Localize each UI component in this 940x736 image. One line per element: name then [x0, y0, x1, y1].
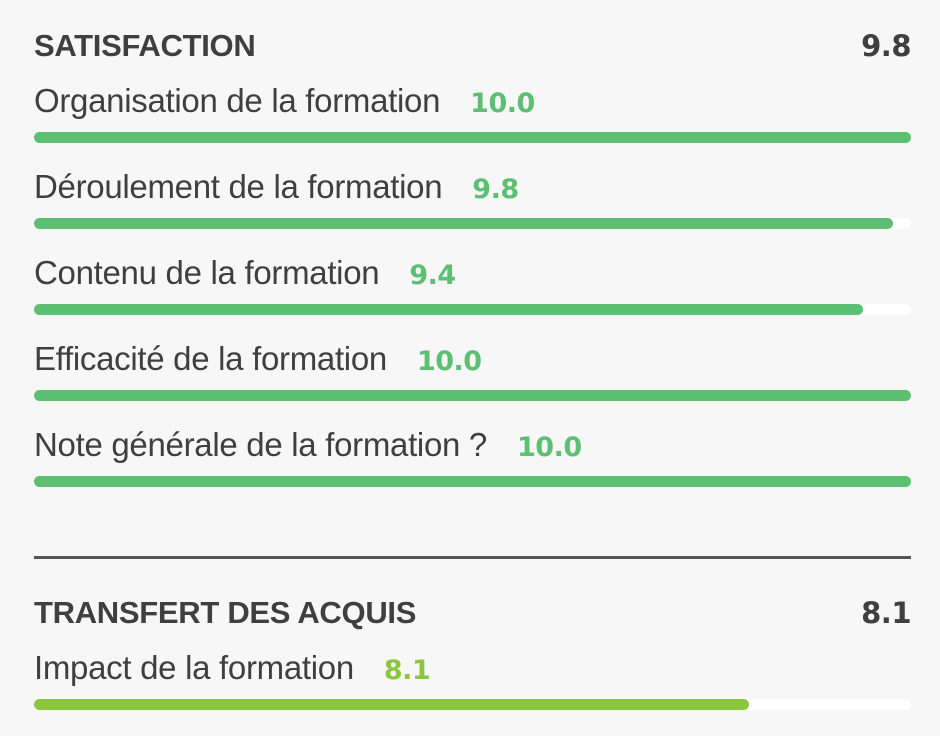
section-score: 9.8 — [861, 29, 911, 63]
rating-row: Contenu de la formation 9.4 — [34, 242, 911, 328]
progress-fill — [34, 304, 863, 315]
section-satisfaction: SATISFACTION 9.8 Organisation de la form… — [34, 22, 911, 500]
progress-track — [34, 476, 911, 487]
rating-row: Organisation de la formation 10.0 — [34, 70, 911, 156]
rating-label: Note générale de la formation ? — [34, 426, 487, 463]
section-score: 8.1 — [861, 596, 911, 630]
rating-value: 9.8 — [472, 174, 519, 205]
rating-label-group: Déroulement de la formation 9.8 — [34, 168, 519, 206]
rating-row: Impact de la formation 8.1 — [34, 637, 911, 723]
rating-row: Efficacité de la formation 10.0 — [34, 328, 911, 414]
section-header: TRANSFERT DES ACQUIS 8.1 — [34, 589, 911, 637]
rating-value: 8.1 — [383, 655, 431, 686]
rating-row: Note générale de la formation ? 10.0 — [34, 414, 911, 500]
rating-label: Contenu de la formation — [34, 254, 380, 291]
rating-label-group: Note générale de la formation ? 10.0 — [34, 426, 582, 464]
progress-track — [34, 304, 911, 315]
rating-value: 9.4 — [409, 260, 456, 291]
progress-fill — [34, 699, 749, 710]
section-divider — [34, 556, 911, 559]
rating-label-group: Impact de la formation 8.1 — [34, 649, 431, 687]
progress-track — [34, 132, 911, 143]
section-title: SATISFACTION — [34, 28, 256, 63]
rating-label: Déroulement de la formation — [34, 168, 443, 205]
rating-label-group: Organisation de la formation 10.0 — [34, 82, 535, 120]
rating-label-group: Contenu de la formation 9.4 — [34, 254, 456, 292]
rating-value: 10.0 — [470, 88, 535, 119]
progress-fill — [34, 132, 911, 143]
rating-label: Organisation de la formation — [34, 82, 441, 119]
rating-value: 10.0 — [416, 346, 482, 377]
progress-track — [34, 390, 911, 401]
section-header: SATISFACTION 9.8 — [34, 22, 911, 70]
progress-fill — [34, 218, 894, 229]
progress-fill — [34, 476, 911, 487]
rating-row: Déroulement de la formation 9.8 — [34, 156, 911, 242]
progress-track — [34, 218, 911, 229]
progress-fill — [34, 390, 911, 401]
section-title: TRANSFERT DES ACQUIS — [34, 595, 417, 630]
rating-label: Impact de la formation — [34, 649, 354, 686]
rating-label-group: Efficacité de la formation 10.0 — [34, 340, 482, 378]
section-transfert-des-acquis: TRANSFERT DES ACQUIS 8.1 Impact de la fo… — [34, 589, 911, 723]
rating-label: Efficacité de la formation — [34, 340, 387, 377]
progress-track — [34, 699, 911, 710]
rating-value: 10.0 — [517, 432, 582, 463]
